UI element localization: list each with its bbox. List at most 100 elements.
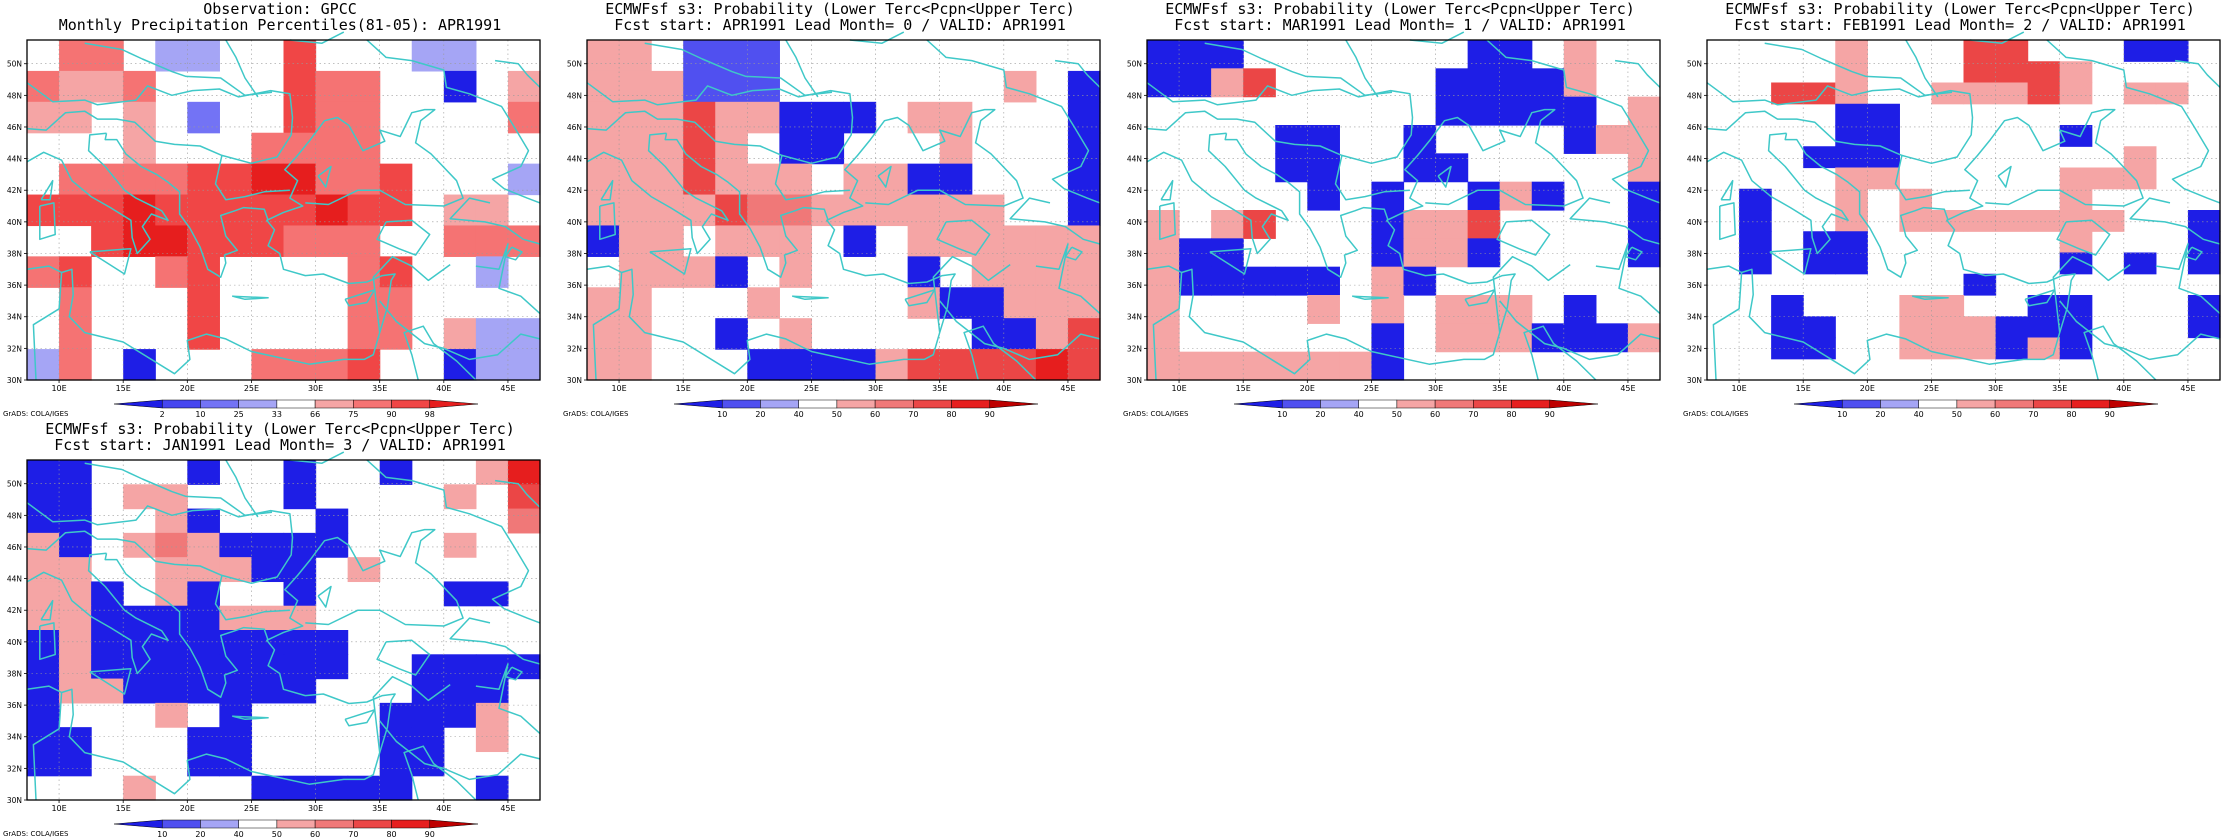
colorbar-swatch [353, 819, 392, 829]
shaded-cell [683, 40, 716, 72]
shaded-cell [1499, 68, 1533, 98]
lat-tick-label: 34N [7, 733, 22, 742]
shaded-cell [283, 532, 317, 558]
colorbar-swatch [1841, 399, 1881, 409]
colorbar-label: 90 [1545, 410, 1555, 419]
map-frame [586, 39, 1101, 381]
colorbar-label: 90 [2105, 410, 2115, 419]
shaded-cell [2123, 146, 2157, 169]
precipitation-map: 10E 15E 20E 25E 30E 35E 40E 45E 30N 32N 34N 36N 38N 4… [7, 31, 541, 419]
shaded-cell [59, 349, 92, 381]
shaded-cell [747, 225, 780, 257]
shaded-cell [1963, 210, 1997, 232]
shaded-cell [187, 654, 220, 680]
shaded-cell [1067, 163, 1101, 196]
shaded-cell [619, 349, 652, 381]
coastline [649, 247, 692, 275]
shaded-cell [1835, 167, 1868, 190]
shaded-cell [187, 581, 220, 607]
lon-tick-label: 30E [308, 804, 323, 813]
shaded-cell [683, 132, 716, 165]
lon-tick-label: 10E [611, 384, 626, 393]
coastline [1352, 295, 1389, 301]
coastline [344, 709, 376, 727]
coastline [1035, 243, 1101, 315]
coastline [39, 202, 56, 241]
coastline [932, 255, 1011, 333]
shaded-cell [971, 287, 1005, 319]
shaded-cell [1067, 349, 1101, 381]
shaded-cell [507, 508, 541, 534]
shaded-cell [123, 163, 156, 196]
shaded-cell [1003, 318, 1037, 350]
shaded-cell [1435, 238, 1469, 268]
lon-tick-label: 15E [116, 804, 131, 813]
coastline [104, 133, 269, 278]
shaded-cell [219, 678, 253, 704]
colorbar-label: 50 [832, 410, 842, 419]
lat-tick-label: 42N [1687, 186, 1702, 195]
shaded-cell [651, 101, 684, 134]
shaded-cell [123, 349, 156, 381]
shaded-cell [1899, 210, 1933, 232]
coastline [1437, 165, 1452, 188]
shaded-cell [1147, 266, 1180, 296]
shaded-cell [1995, 40, 2029, 62]
shaded-cell [251, 163, 285, 196]
coastline [26, 552, 169, 675]
shaded-cell [1963, 273, 1997, 296]
shaded-cell [283, 654, 317, 680]
shaded-cell [59, 194, 92, 227]
shaded-cell [1835, 210, 1868, 232]
shaded-cell [779, 318, 813, 350]
coastline [61, 108, 464, 375]
colorbar-swatch [276, 819, 316, 829]
shaded-cell [347, 101, 381, 134]
shaded-cell [747, 40, 780, 72]
shaded-cell [219, 532, 253, 558]
shaded-cell [907, 194, 941, 227]
coastline [376, 219, 431, 256]
coastline [214, 575, 290, 621]
shaded-cell [1275, 153, 1308, 183]
shaded-cell [1835, 146, 1868, 169]
coastline [89, 247, 132, 275]
shaded-cell [347, 349, 381, 381]
shaded-cell [219, 702, 253, 728]
shaded-cell [187, 225, 220, 257]
shaded-cell [1147, 40, 1180, 69]
shaded-cell [715, 101, 748, 134]
shaded-cell [1147, 238, 1180, 268]
shaded-cell [155, 484, 188, 510]
lon-tick-label: 25E [244, 384, 259, 393]
lat-tick-label: 32N [1127, 344, 1142, 353]
lat-tick-label: 38N [7, 669, 22, 678]
coastline [2083, 325, 2157, 381]
coastline [644, 42, 833, 97]
colorbar-swatch [874, 399, 914, 409]
shaded-cell [59, 654, 92, 680]
coastline [599, 202, 616, 241]
colorbar-label: 40 [794, 410, 804, 419]
coastline [214, 155, 290, 201]
shaded-cell [443, 70, 477, 103]
panel-title-line2: Fcst start: FEB1991 Lead Month= 2 / VALI… [1734, 16, 2186, 34]
shaded-cell [1835, 231, 1868, 254]
coastline [785, 39, 819, 98]
shaded-cell [1371, 181, 1405, 211]
colorbar-label: 2 [160, 410, 165, 419]
shaded-cell [1595, 125, 1629, 154]
lat-tick-label: 46N [1687, 123, 1702, 132]
shaded-cell [315, 225, 349, 257]
colorbar-swatch [1549, 399, 1599, 409]
shaded-cell [1467, 181, 1501, 211]
shaded-cell [187, 163, 220, 196]
shaded-cell [1435, 323, 1469, 353]
lon-tick-label: 30E [1988, 384, 2003, 393]
shaded-cell [123, 775, 156, 801]
shaded-cell [507, 349, 541, 381]
shaded-cell [123, 225, 156, 257]
colorbar-swatch [353, 399, 392, 409]
colorbar-swatch [391, 819, 431, 829]
lat-tick-label: 48N [1127, 91, 1142, 100]
